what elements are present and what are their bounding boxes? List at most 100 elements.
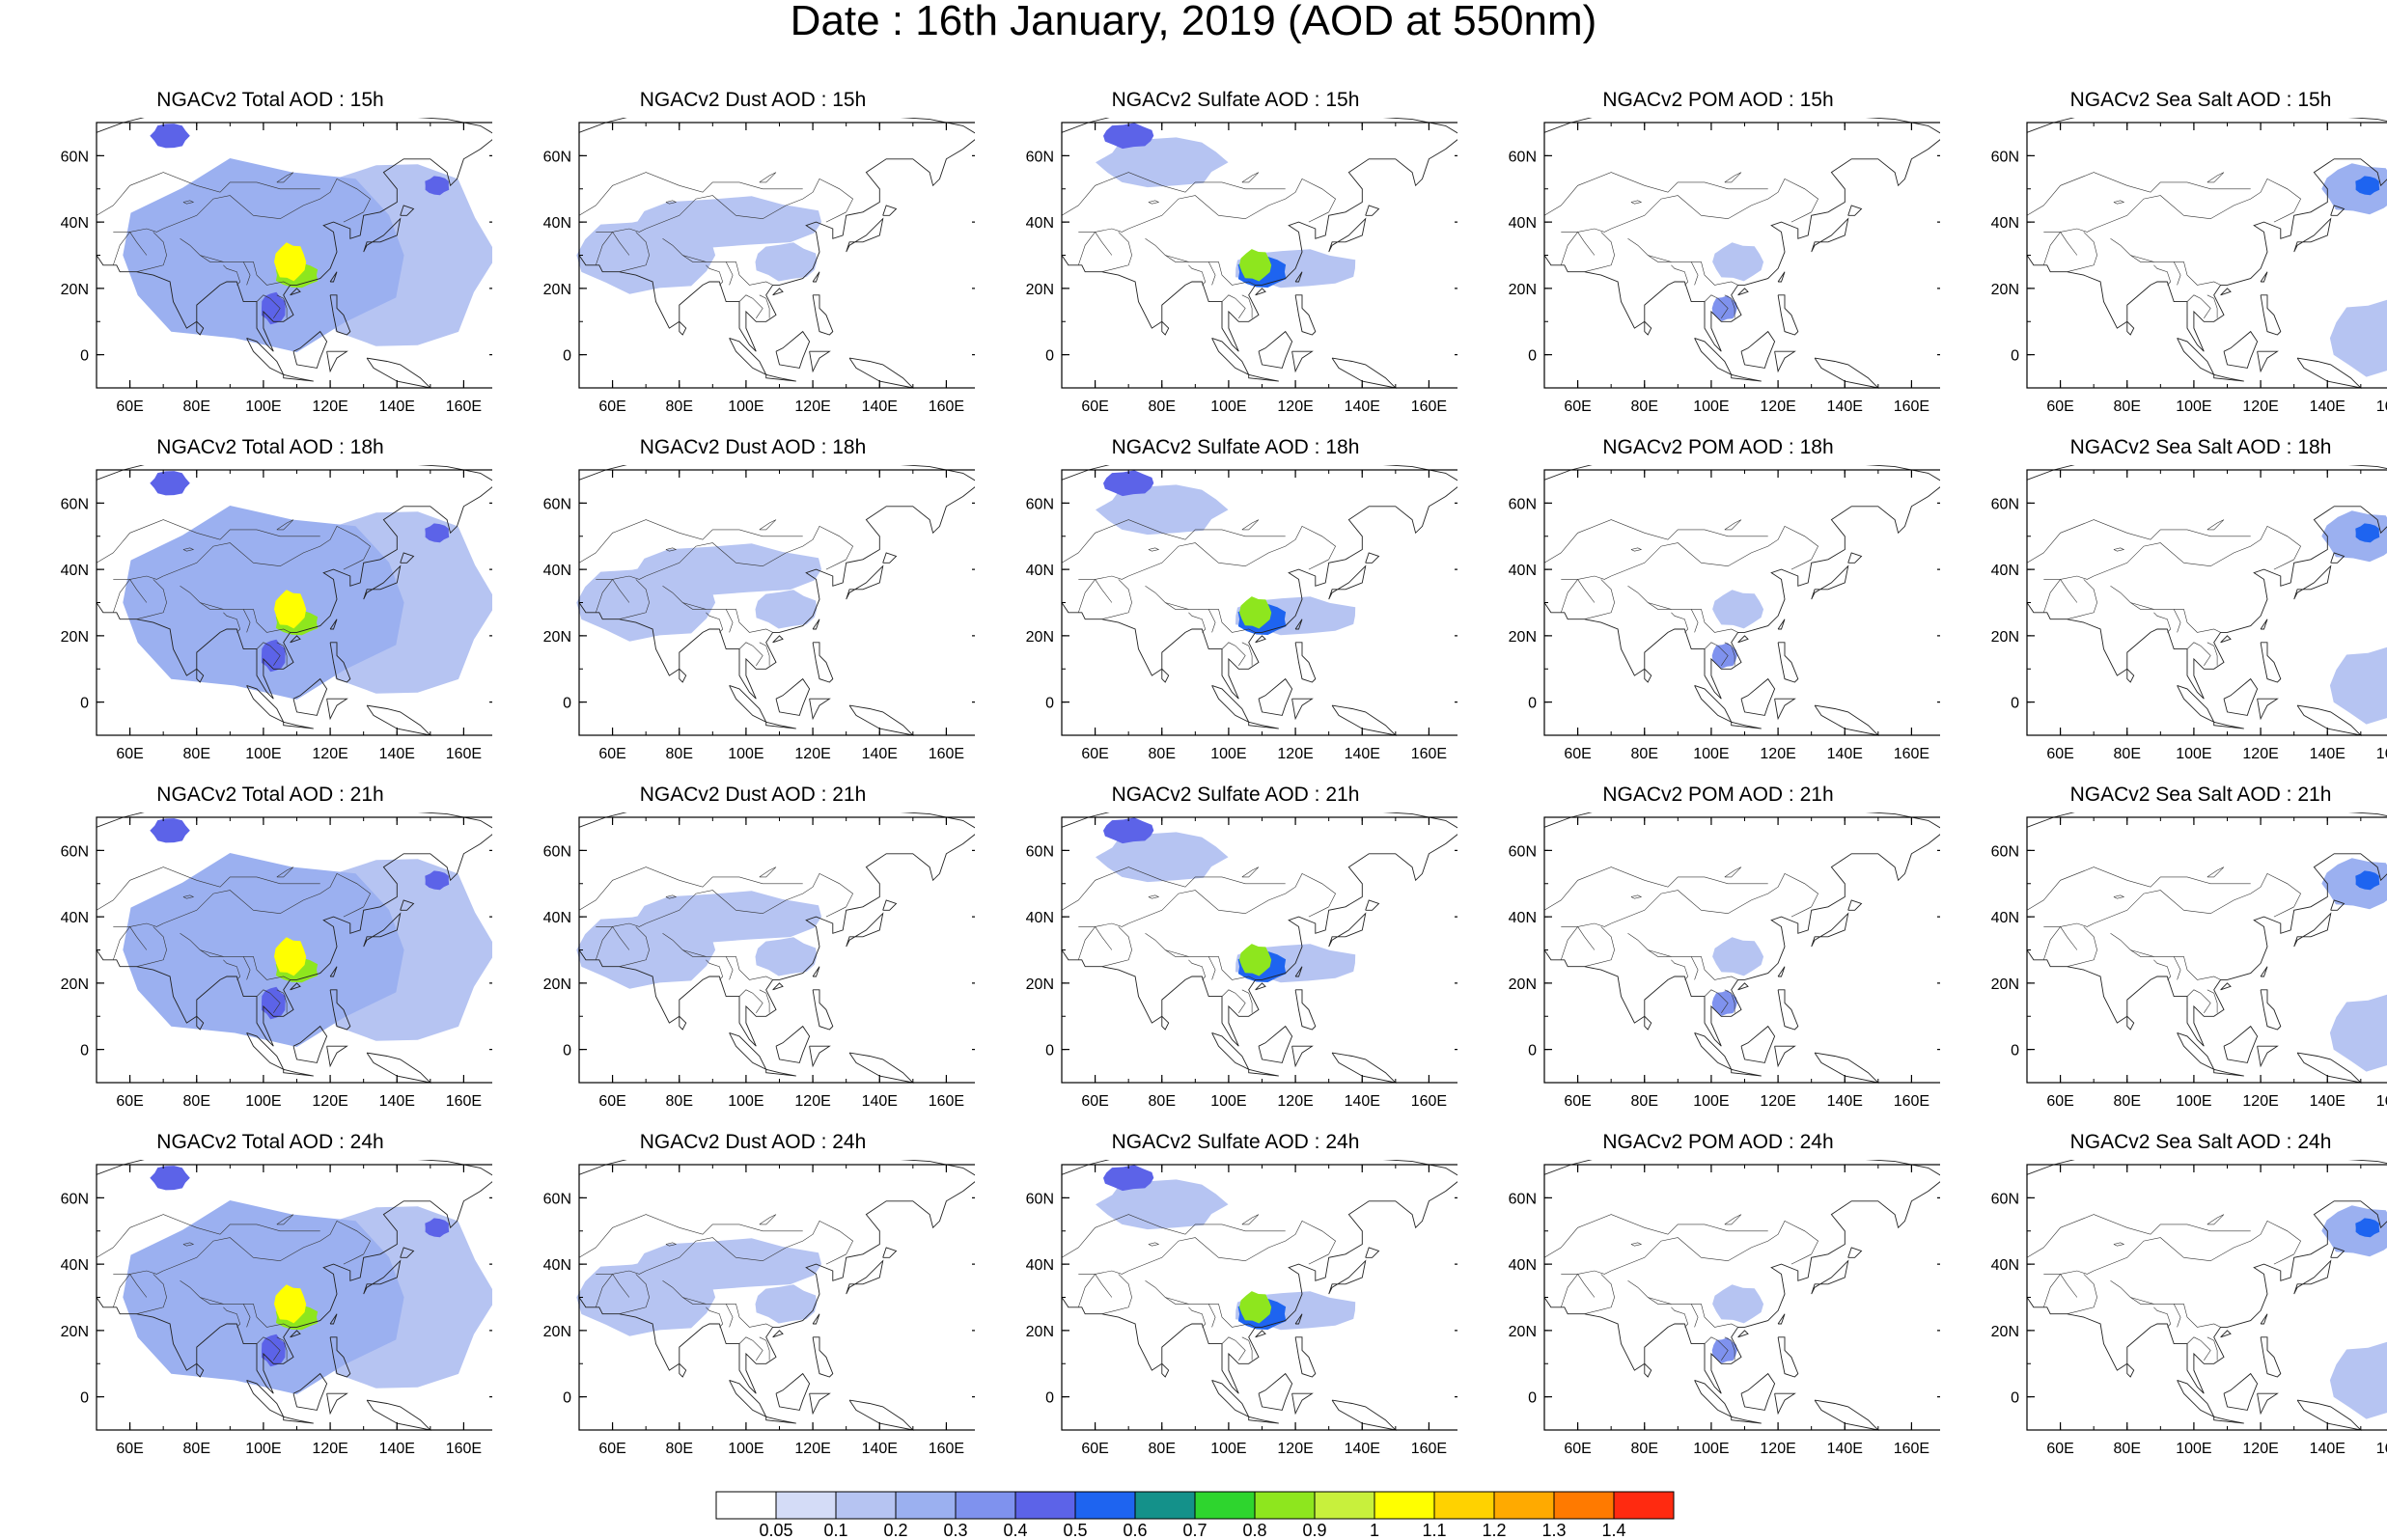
coastline [400,205,415,216]
x-tick-label: 120E [1760,1093,1795,1110]
coastline [1328,912,1367,948]
x-tick-label: 120E [1760,746,1795,762]
coastline [1161,1362,1170,1378]
aod-field-blob [2329,1341,2387,1419]
country-border [1308,1253,1329,1265]
country-border [2186,642,2211,666]
y-tick-label: 60N [543,843,571,860]
country-border [136,579,167,619]
y-tick-label: 60N [1026,1191,1054,1207]
x-tick-label: 80E [2114,1093,2141,1110]
country-border [2173,609,2181,633]
coastline [2213,721,2244,729]
panel-title: NGACv2 POM AOD : 18h [1602,436,1834,458]
coastline [772,635,784,644]
country-border [738,989,763,1013]
coastline [2296,1399,2363,1431]
country-border [1648,255,1672,262]
country-border [1078,922,1129,927]
country-border [578,866,803,911]
coastline [329,1313,338,1325]
country-border [96,1214,320,1258]
y-tick-label: 20N [61,976,89,993]
coastline [2260,619,2268,630]
country-border [1690,261,1699,286]
country-border [1690,1304,1699,1328]
coastline [1255,1330,1266,1338]
country-border [1577,232,1596,256]
country-border [1671,959,1689,980]
y-tick-label: 60N [543,1191,571,1207]
coastline [812,966,820,977]
y-tick-label: 60N [1991,1191,2019,1207]
x-tick-label: 140E [379,399,415,415]
coastline [2296,357,2363,389]
y-tick-label: 60N [1509,1191,1537,1207]
y-tick-label: 20N [1991,282,2019,298]
country-border [596,1274,613,1307]
country-border [1790,906,1812,918]
country-border [646,525,853,577]
country-border [1145,933,1256,980]
country-border [1584,232,1615,272]
x-tick-label: 160E [446,399,482,415]
x-tick-label: 80E [1631,1441,1658,1457]
colorbar-swatch [715,1491,777,1520]
lake [1148,547,1160,552]
x-tick-label: 100E [245,746,281,762]
country-border [1308,906,1329,918]
country-border [1577,579,1596,603]
country-border [1078,575,1129,580]
map-panel: NGACv2 Dust AOD : 24h 60E 80E 100E 120E 140E 1… [531,1131,975,1457]
coastline [848,1399,915,1431]
coastline [1294,271,1303,283]
map-panel: NGACv2 POM AOD : 15h 60E 80E 100E 120E 140E 16… [1496,89,1940,415]
country-border [596,1270,647,1275]
lake [2207,519,2225,531]
country-border [1577,926,1596,950]
country-border [1095,926,1113,950]
panel-title: NGACv2 POM AOD : 24h [1602,1131,1834,1153]
panel-title: NGACv2 Sulfate AOD : 24h [1111,1131,1360,1153]
coastline [1211,1031,1250,1071]
coastline [363,912,402,948]
coastline [679,320,687,336]
y-tick-label: 20N [543,976,571,993]
country-border [1095,579,1113,603]
coastline [283,1416,314,1424]
country-border [1627,586,1738,633]
lake [276,519,294,531]
x-tick-label: 120E [1277,746,1313,762]
country-border [596,232,613,265]
x-tick-label: 140E [2310,1093,2345,1110]
y-tick-label: 40N [1026,910,1054,926]
coastline [772,288,784,296]
x-tick-label: 100E [2176,1093,2211,1110]
x-tick-label: 80E [183,1441,210,1457]
country-border [200,1297,224,1305]
country-border [706,1306,724,1328]
coastline [1811,1259,1849,1295]
x-tick-label: 120E [1277,399,1313,415]
country-border [1145,1280,1256,1328]
coastline [363,1259,402,1295]
country-border [2173,1304,2181,1328]
x-tick-label: 100E [728,399,763,415]
colorbar-swatch [1134,1491,1196,1520]
country-border [825,559,847,570]
panel-title: NGACv2 Total AOD : 21h [156,784,384,806]
x-tick-label: 100E [1693,1093,1729,1110]
coastline [809,698,831,721]
country-border [113,232,130,265]
aod-field-blob [150,1166,190,1191]
coastline [1328,217,1367,253]
coastline [1777,271,1786,283]
x-tick-label: 80E [1631,399,1658,415]
country-border [662,586,773,633]
country-border [343,211,364,223]
country-border [1165,255,1189,262]
country-border [1061,866,1286,911]
country-border [1561,579,1578,613]
country-border [1308,211,1329,223]
coastline [2330,205,2345,216]
